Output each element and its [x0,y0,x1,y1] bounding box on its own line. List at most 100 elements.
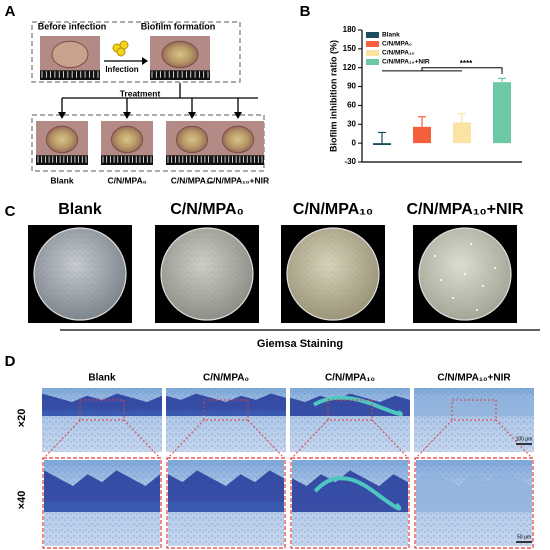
tissue-surface [292,470,408,512]
roi-link [167,419,205,459]
roi-link [247,419,285,459]
arrow-head [123,112,131,119]
roi-box [327,399,373,421]
panel-label: D [5,353,16,370]
bacteria [116,47,126,57]
y-tick-label: 150 [343,44,357,53]
dark-layer [42,410,162,416]
roi-box [79,399,125,421]
row-label: ×40 [16,491,28,510]
legend-label: C/N/MPA₁₀+NIR [382,59,430,66]
label: Infection [105,65,138,74]
roi-link [371,419,409,459]
plate-title: Blank [58,201,102,218]
panel-label: A [5,3,16,20]
roi-link [291,419,329,459]
ruler [212,155,264,165]
legend-swatch [366,50,379,56]
roi-link [495,419,533,459]
significance-label: **** [460,59,473,68]
arrow-head [142,57,148,65]
wound [45,125,79,154]
roi-link [123,419,161,459]
ruler [101,155,153,165]
legend-label: C/N/MPA₁₀ [382,50,415,57]
scale-label: 100 μm [516,436,533,442]
tissue-surface [290,393,410,416]
colonies [36,230,124,318]
colony [470,243,472,245]
legend-swatch [366,59,379,65]
dark-layer [44,501,160,512]
colony [434,255,436,257]
significance [421,67,503,74]
stain-title: Giemsa Staining [257,338,343,350]
panel-label: C [5,203,16,220]
y-tick-label: 120 [343,63,357,72]
roi-link [415,419,453,459]
plate-title: C/N/MPA₀ [170,201,244,218]
colony [464,273,466,275]
label: Treatment [120,88,161,98]
column-title: Blank [88,373,116,384]
zoom-box [414,457,534,549]
roi-link [43,419,81,459]
label: Before infection [38,21,107,31]
bar [493,82,511,144]
group-label: C/N/MPA₁₀ [171,175,214,185]
y-tick-label: 180 [343,25,357,34]
label: Biofilm formation [141,21,216,31]
wound [161,40,199,69]
legend-swatch [366,41,379,47]
bar [453,122,471,144]
y-tick-label: 60 [347,101,356,110]
arrow-head [188,112,196,119]
y-tick-label: 0 [352,138,357,147]
legend-label: C/N/MPA₀ [382,41,412,48]
tissue-surface [414,393,534,416]
colonies [289,230,377,318]
tissue-surface [416,470,532,512]
wound [110,125,144,154]
colony [452,297,454,299]
plate-title: C/N/MPA₁₀ [293,201,373,218]
colony [482,285,484,287]
roi-box [451,399,497,421]
y-tick-label: 90 [347,82,356,91]
dark-layer [168,501,284,512]
ruler [150,70,210,80]
colony [494,267,496,269]
legend-label: Blank [382,32,400,39]
wound [175,125,209,154]
panel-label: B [300,3,311,20]
collagen [313,476,402,511]
scale-label: 50 μm [517,534,531,540]
ruler [36,155,88,165]
column-title: C/N/MPA₀ [203,373,249,384]
roi-box [203,399,249,421]
arrow-head [234,112,242,119]
dark-layer [166,410,286,416]
column-title: C/N/MPA₁₀+NIR [437,373,511,384]
column-title: C/N/MPA₁₀ [325,373,375,384]
colonies [163,230,251,318]
zoom-box [290,457,410,549]
y-tick-label: 30 [347,119,356,128]
dashed-box [31,21,241,83]
colony [476,309,478,311]
legend-swatch [366,32,379,38]
wound [51,40,89,69]
plate-title: C/N/MPA₁₀+NIR [406,201,524,218]
y-axis-title: Biofilm inhibition ratio (%) [328,40,338,152]
wound [221,125,255,154]
colony [440,279,442,281]
arrow-head [58,112,66,119]
zoom-box [42,457,162,549]
collagen [312,395,403,417]
ruler [166,155,218,165]
group-label: Blank [50,175,73,185]
zoom-box [166,457,286,549]
bar [413,126,431,144]
group-label: C/N/MPA₀ [107,175,146,185]
